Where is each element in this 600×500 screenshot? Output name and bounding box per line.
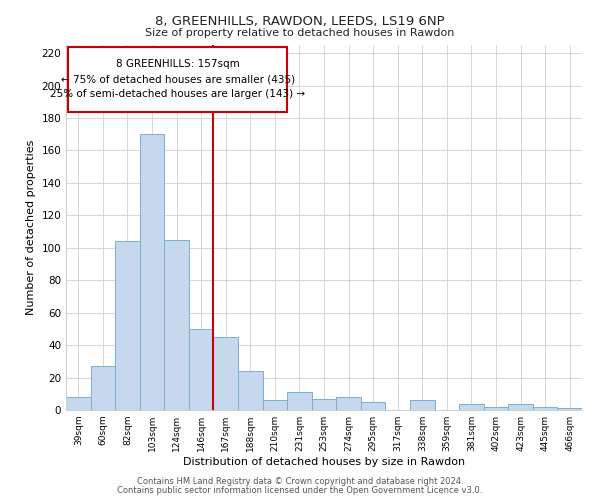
Bar (66, 397, 91, 410)
Text: Size of property relative to detached houses in Rawdon: Size of property relative to detached ho… (145, 28, 455, 38)
Bar (91, 366, 115, 410)
Bar (263, 400, 287, 410)
Text: 8, GREENHILLS, RAWDON, LEEDS, LS19 6NP: 8, GREENHILLS, RAWDON, LEEDS, LS19 6NP (155, 15, 445, 28)
Bar (164, 240, 189, 410)
Bar (557, 408, 582, 410)
Bar (484, 407, 508, 410)
Bar (312, 398, 336, 410)
Bar (361, 402, 385, 410)
Text: Contains public sector information licensed under the Open Government Licence v3: Contains public sector information licen… (118, 486, 482, 495)
Bar (238, 371, 263, 410)
Bar (533, 407, 557, 410)
Bar (140, 134, 164, 410)
Text: Contains HM Land Registry data © Crown copyright and database right 2024.: Contains HM Land Registry data © Crown c… (137, 477, 463, 486)
Bar (287, 392, 312, 410)
FancyBboxPatch shape (68, 46, 287, 112)
Bar (410, 400, 434, 410)
Y-axis label: Number of detached properties: Number of detached properties (26, 140, 36, 315)
Bar (115, 242, 140, 410)
Bar (459, 404, 484, 410)
Text: 8 GREENHILLS: 157sqm
← 75% of detached houses are smaller (435)
25% of semi-deta: 8 GREENHILLS: 157sqm ← 75% of detached h… (50, 60, 305, 99)
Bar (214, 337, 238, 410)
Bar (189, 329, 214, 410)
X-axis label: Distribution of detached houses by size in Rawdon: Distribution of detached houses by size … (183, 457, 465, 467)
Bar (336, 397, 361, 410)
Bar (508, 404, 533, 410)
